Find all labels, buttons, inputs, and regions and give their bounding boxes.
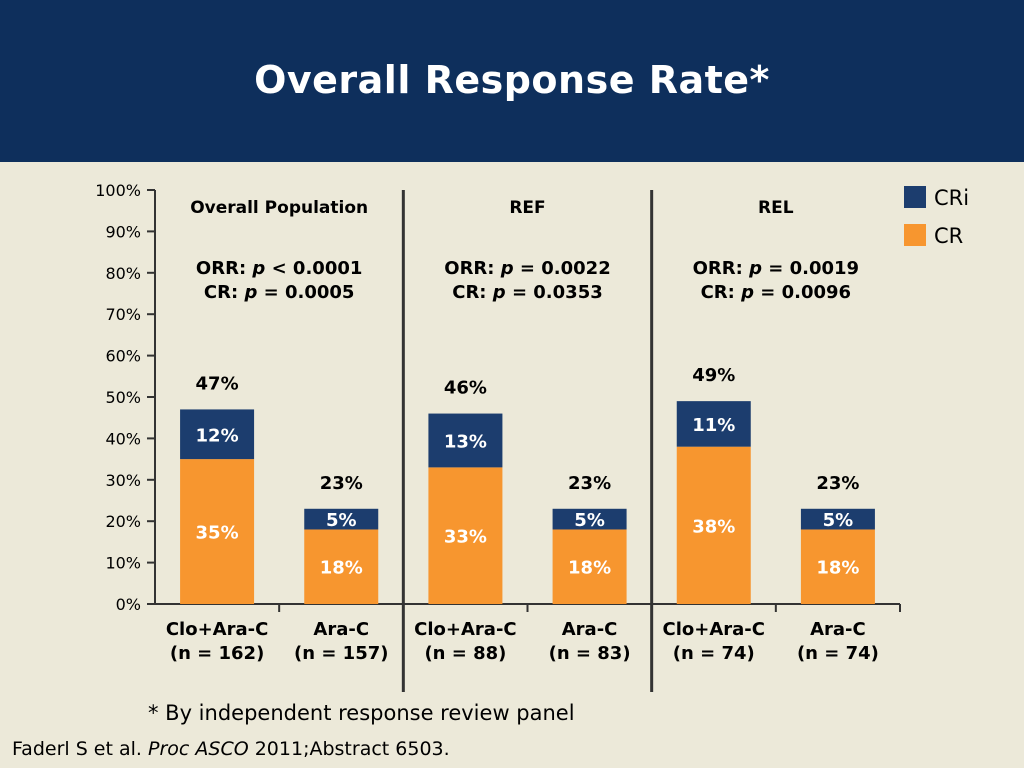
bar-total-label: 46% — [444, 378, 487, 399]
category-n-label: (n = 157) — [294, 643, 388, 664]
citation-authors: Faderl S et al. — [12, 738, 142, 760]
bar-cri — [428, 413, 503, 468]
bar-cr — [676, 446, 751, 604]
bar-cr-label: 18% — [320, 558, 363, 579]
y-tick-label: 60% — [105, 347, 141, 366]
y-tick-label: 80% — [105, 264, 141, 283]
bar-cr — [428, 467, 503, 604]
bar-cri-label: 5% — [326, 510, 357, 531]
y-tick-label: 70% — [105, 305, 141, 324]
panel-stat-orr: ORR: p = 0.0022 — [444, 258, 610, 279]
legend-label-cr: CR — [934, 224, 963, 248]
category-n-label: (n = 83) — [549, 643, 631, 664]
bar-cr-label: 33% — [444, 527, 487, 548]
category-n-label: (n = 74) — [797, 643, 879, 664]
category-label: Ara-C — [313, 619, 369, 640]
bar-cr-label: 38% — [692, 516, 735, 537]
panel-stat-cr: CR: p = 0.0096 — [701, 282, 852, 303]
bar-total-label: 47% — [196, 373, 239, 394]
bar-cr — [552, 529, 627, 604]
panel-title: Overall Population — [190, 198, 368, 218]
category-label: Ara-C — [810, 619, 866, 640]
bar-cri — [304, 508, 379, 530]
bar-cri — [552, 508, 627, 530]
bar-cri — [676, 401, 751, 447]
bar-total-label: 23% — [568, 473, 611, 494]
panel-stat-cr: CR: p = 0.0005 — [204, 282, 355, 303]
citation: Faderl S et al. Proc ASCO 2011;Abstract … — [12, 738, 450, 760]
category-label: Clo+Ara-C — [663, 619, 765, 640]
bar-cri-label: 11% — [692, 415, 735, 436]
legend-swatch-cr — [904, 224, 926, 246]
y-tick-label: 0% — [116, 595, 141, 614]
bar-cr-label: 18% — [816, 558, 859, 579]
y-tick-label: 20% — [105, 512, 141, 531]
bar-cri — [800, 508, 875, 530]
bar-cri-label: 12% — [196, 425, 239, 446]
citation-journal: Proc ASCO — [148, 738, 249, 760]
category-label: Clo+Ara-C — [414, 619, 516, 640]
panel-title: REF — [509, 198, 545, 218]
category-n-label: (n = 88) — [424, 643, 506, 664]
y-tick-label: 50% — [105, 388, 141, 407]
bar-total-label: 23% — [816, 473, 859, 494]
panel-stat-orr: ORR: p = 0.0019 — [693, 258, 859, 279]
bar-total-label: 49% — [692, 365, 735, 386]
category-label: Clo+Ara-C — [166, 619, 268, 640]
y-tick-label: 90% — [105, 222, 141, 241]
bar-cr — [304, 529, 379, 604]
bar-cr — [800, 529, 875, 604]
legend-swatch-cri — [904, 186, 926, 208]
panel-title: REL — [758, 198, 794, 218]
slide-title: Overall Response Rate* — [254, 58, 770, 102]
bar-cri-label: 13% — [444, 431, 487, 452]
y-tick-label: 40% — [105, 429, 141, 448]
bar-cr-label: 35% — [196, 523, 239, 544]
footnote: * By independent response review panel — [148, 701, 575, 725]
bar-cri — [180, 409, 255, 460]
citation-details: 2011;Abstract 6503. — [254, 738, 450, 760]
category-label: Ara-C — [562, 619, 618, 640]
bar-total-label: 23% — [320, 473, 363, 494]
y-tick-label: 30% — [105, 471, 141, 490]
title-banner — [0, 0, 1024, 162]
bar-cr — [180, 459, 255, 604]
legend-label-cri: CRi — [934, 186, 969, 210]
panel-stat-cr: CR: p = 0.0353 — [452, 282, 603, 303]
bar-cri-label: 5% — [574, 510, 605, 531]
category-n-label: (n = 162) — [170, 643, 264, 664]
bar-cr-label: 18% — [568, 558, 611, 579]
bar-cri-label: 5% — [823, 510, 854, 531]
y-tick-label: 10% — [105, 554, 141, 573]
category-n-label: (n = 74) — [673, 643, 755, 664]
panel-stat-orr: ORR: p < 0.0001 — [196, 258, 362, 279]
y-tick-label: 100% — [95, 181, 141, 200]
